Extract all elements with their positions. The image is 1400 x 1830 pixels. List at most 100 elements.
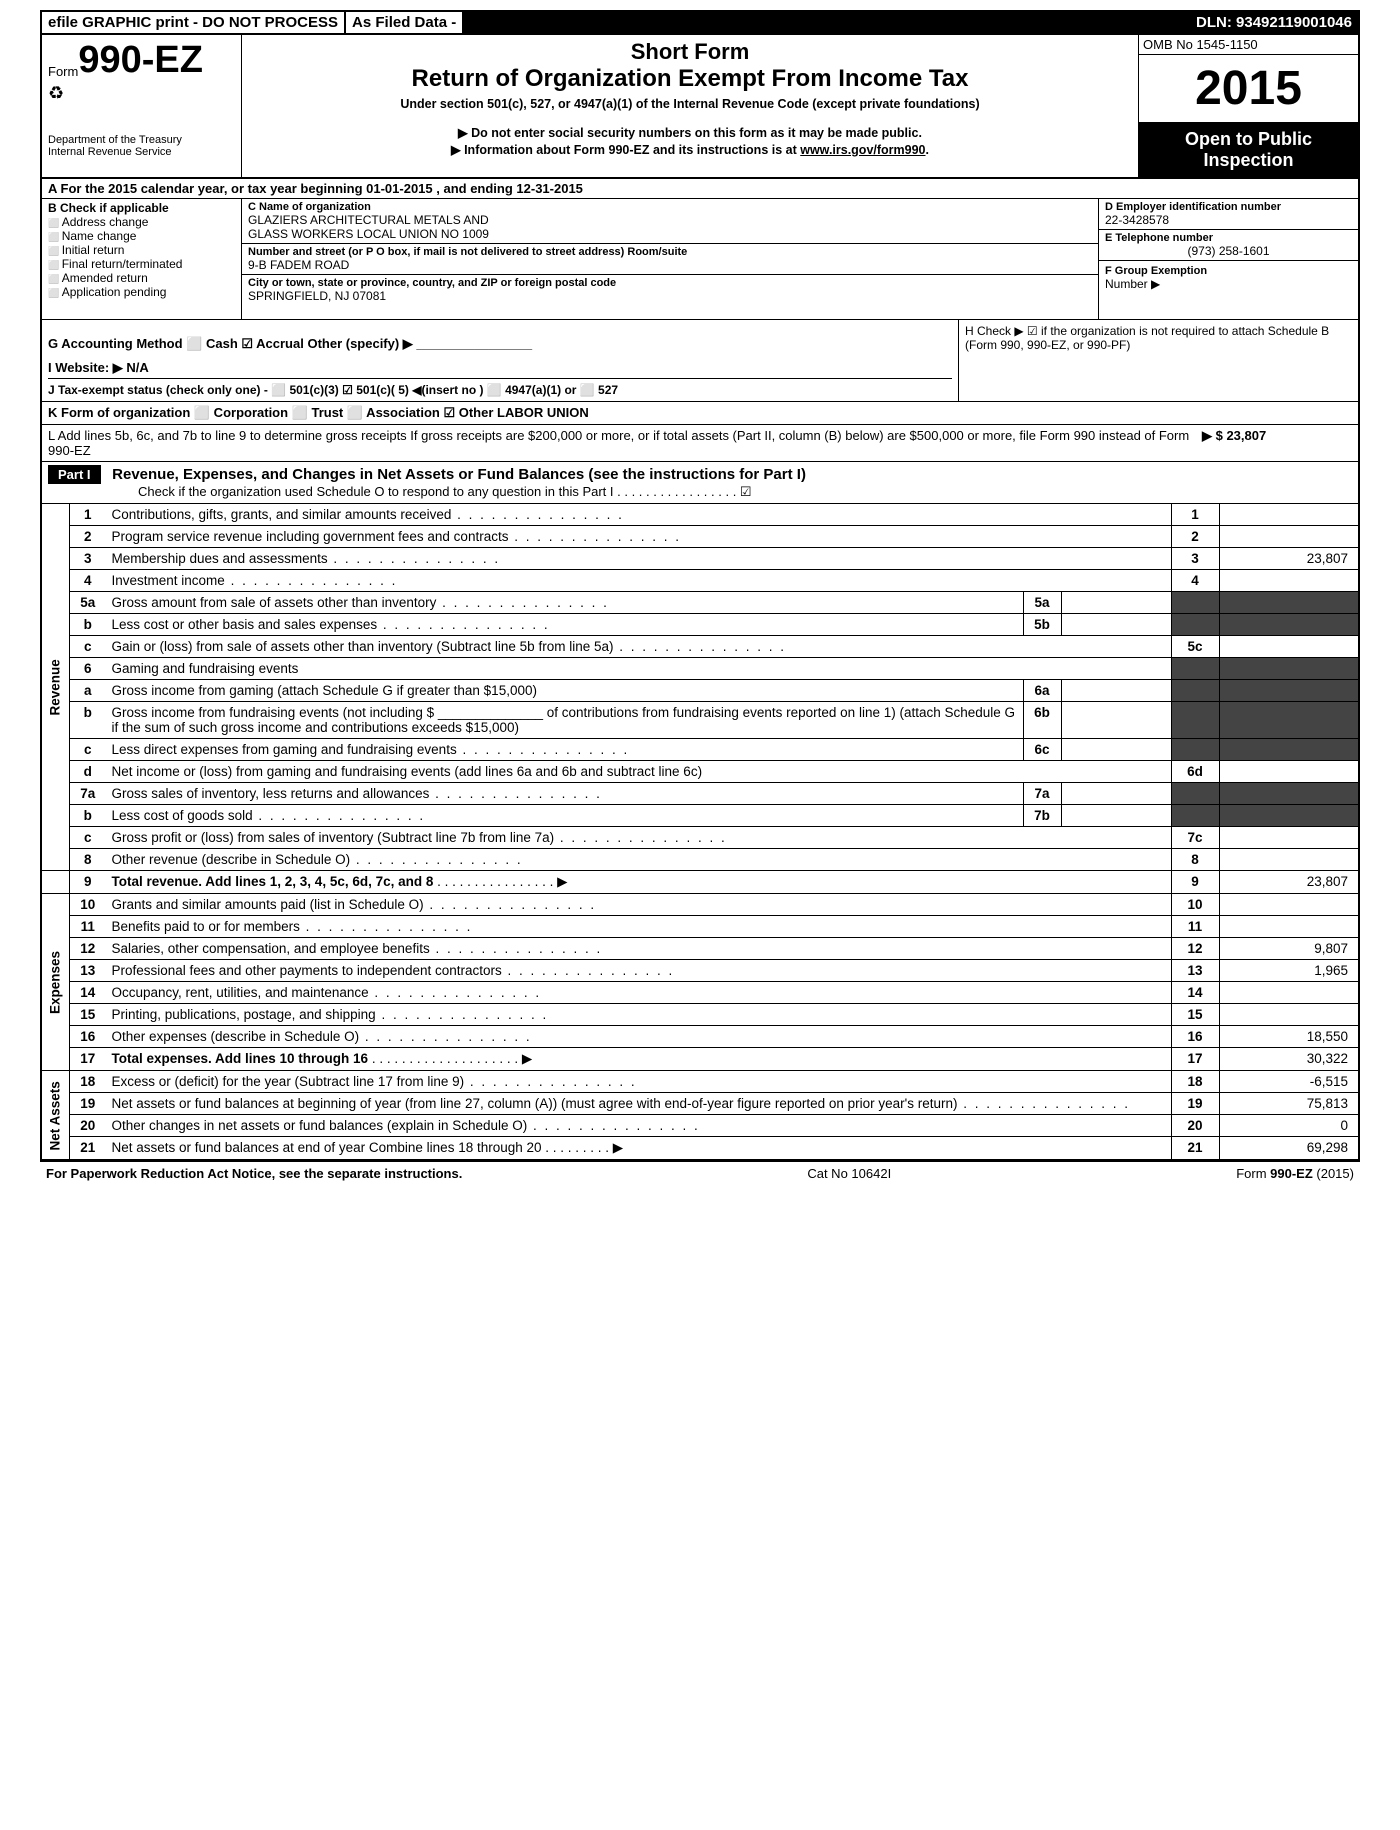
tel-label: E Telephone number [1105,232,1352,244]
num-9: 9 [1171,871,1219,894]
shade-7a [1171,783,1219,805]
desc-15: Printing, publications, postage, and shi… [106,1004,1172,1026]
desc-16: Other expenses (describe in Schedule O) [106,1026,1172,1048]
section-gh: G Accounting Method ⬜ Cash ☑ Accrual Oth… [40,320,1360,402]
val-14 [1219,982,1359,1004]
website: I Website: ▶ N/A [48,360,952,379]
footer-left: For Paperwork Reduction Act Notice, see … [46,1166,462,1181]
num-17: 17 [1171,1048,1219,1071]
ln-6a: a [70,680,106,702]
part1-label: Part I [48,465,101,484]
part1-check: Check if the organization used Schedule … [138,484,1352,500]
subval-6b [1061,702,1171,739]
ln-7b: b [70,805,106,827]
ln-10: 10 [70,894,106,916]
num-5c: 5c [1171,636,1219,658]
num-8: 8 [1171,849,1219,871]
topbar-fill [462,12,1190,33]
header-left: Form 990-EZ ♻ Department of the Treasury… [42,35,242,177]
org-street: 9-B FADEM ROAD [248,258,1092,272]
chk-address-change[interactable]: Address change [48,215,235,229]
num-19: 19 [1171,1093,1219,1115]
subln-6c: 6c [1023,739,1061,761]
ln-19: 19 [70,1093,106,1115]
chk-initial-return[interactable]: Initial return [48,243,235,257]
shadev-6b [1219,702,1359,739]
ln-5c: c [70,636,106,658]
ln-9: 9 [70,871,106,894]
section-bcd: B Check if applicable Address change Nam… [40,199,1360,320]
desc-5a: Gross amount from sale of assets other t… [106,592,1024,614]
num-13: 13 [1171,960,1219,982]
desc-6b: Gross income from fundraising events (no… [106,702,1024,739]
ln-2: 2 [70,526,106,548]
chk-name-change[interactable]: Name change [48,229,235,243]
ln-14: 14 [70,982,106,1004]
header-right: OMB No 1545-1150 2015 Open to Public Ins… [1138,35,1358,177]
header: Form 990-EZ ♻ Department of the Treasury… [40,35,1360,179]
col-h: H Check ▶ ☑ if the organization is not r… [958,320,1358,401]
val-1 [1219,504,1359,526]
ln-11: 11 [70,916,106,938]
chk-amended-return[interactable]: Amended return [48,271,235,285]
footer-right: Form 990-EZ (2015) [1236,1166,1354,1181]
chk-application-pending[interactable]: Application pending [48,285,235,299]
subtitle: Under section 501(c), 527, or 4947(a)(1)… [246,97,1134,111]
subln-6a: 6a [1023,680,1061,702]
desc-12: Salaries, other compensation, and employ… [106,938,1172,960]
chk-final-return[interactable]: Final return/terminated [48,257,235,271]
ln-3: 3 [70,548,106,570]
desc-5c: Gain or (loss) from sale of assets other… [106,636,1172,658]
ein-value: 22-3428578 [1105,213,1352,227]
notice-1: ▶ Do not enter social security numbers o… [246,125,1134,140]
val-20: 0 [1219,1115,1359,1137]
line-l-text: L Add lines 5b, 6c, and 7b to line 9 to … [48,428,1202,458]
shadev-5b [1219,614,1359,636]
col-g: G Accounting Method ⬜ Cash ☑ Accrual Oth… [42,320,958,401]
num-3: 3 [1171,548,1219,570]
org-name-2: GLASS WORKERS LOCAL UNION NO 1009 [248,227,1092,241]
tax-exempt-status: J Tax-exempt status (check only one) - ⬜… [48,383,952,397]
val-4 [1219,570,1359,592]
num-14: 14 [1171,982,1219,1004]
num-18: 18 [1171,1071,1219,1093]
shade-6 [1171,658,1219,680]
desc-10: Grants and similar amounts paid (list in… [106,894,1172,916]
row-a-tax-year: A For the 2015 calendar year, or tax yea… [40,179,1360,199]
part1-title: Revenue, Expenses, and Changes in Net As… [112,466,806,483]
val-2 [1219,526,1359,548]
subval-7a [1061,783,1171,805]
c-street-label: Number and street (or P O box, if mail i… [248,246,1092,258]
side-net-assets: Net Assets [41,1071,70,1161]
num-10: 10 [1171,894,1219,916]
ln-15: 15 [70,1004,106,1026]
subln-5a: 5a [1023,592,1061,614]
grp-label: F Group Exemption [1105,265,1207,277]
shade-5a [1171,592,1219,614]
val-19: 75,813 [1219,1093,1359,1115]
desc-6c: Less direct expenses from gaming and fun… [106,739,1024,761]
shadev-5a [1219,592,1359,614]
c-name-label: C Name of organization [248,201,1092,213]
asfiled-label: As Filed Data - [344,12,462,33]
ln-7c: c [70,827,106,849]
desc-11: Benefits paid to or for members [106,916,1172,938]
ln-17: 17 [70,1048,106,1071]
shadev-7a [1219,783,1359,805]
shade-6c [1171,739,1219,761]
desc-3: Membership dues and assessments [106,548,1172,570]
tax-year: 2015 [1139,55,1358,123]
title-short-form: Short Form [246,39,1134,65]
val-15 [1219,1004,1359,1026]
val-8 [1219,849,1359,871]
ln-6b: b [70,702,106,739]
num-21: 21 [1171,1137,1219,1161]
num-7c: 7c [1171,827,1219,849]
dept-line1: Department of the Treasury [48,134,235,146]
num-20: 20 [1171,1115,1219,1137]
ln-5b: b [70,614,106,636]
header-center: Short Form Return of Organization Exempt… [242,35,1138,177]
ln-4: 4 [70,570,106,592]
val-5c [1219,636,1359,658]
omb-number: OMB No 1545-1150 [1139,35,1358,55]
